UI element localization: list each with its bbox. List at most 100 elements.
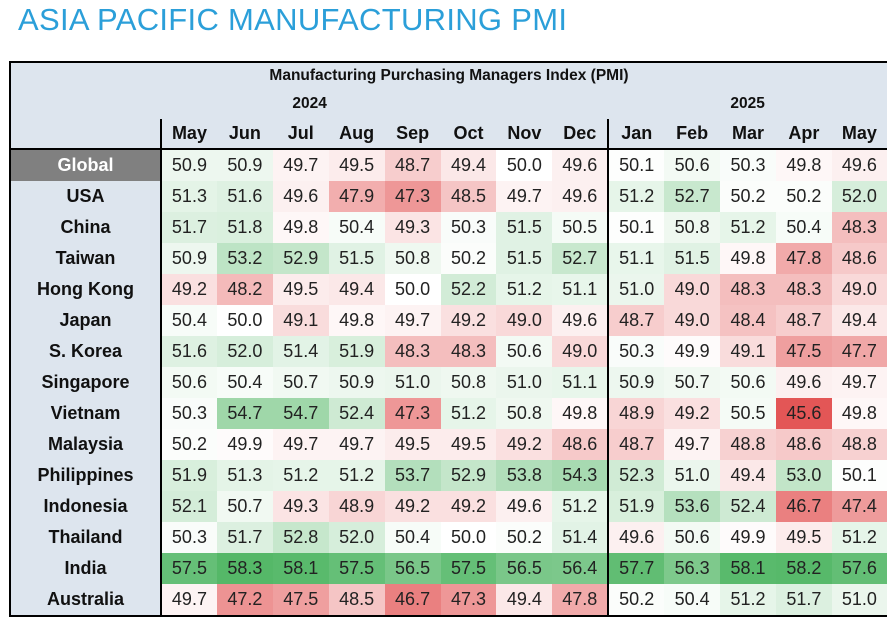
heatmap-cell: 49.6: [552, 149, 610, 181]
heatmap-cell: 49.6: [608, 522, 665, 553]
heatmap-cell: 51.0: [831, 584, 887, 616]
heatmap-cell: 49.5: [440, 429, 497, 460]
heatmap-cell: 45.6: [775, 398, 832, 429]
heatmap-cell: 49.7: [664, 429, 721, 460]
heatmap-cell: 47.8: [775, 243, 832, 274]
heatmap-cell: 50.3: [720, 149, 776, 181]
heatmap-cell: 51.2: [720, 584, 776, 616]
heatmap-cell: 51.5: [496, 243, 553, 274]
heatmap-cell: 50.2: [608, 584, 665, 616]
heatmap-cell: 48.3: [720, 274, 776, 305]
row-label: S. Korea: [10, 336, 162, 367]
heatmap-cell: 50.7: [216, 491, 273, 522]
heatmap-cell: 48.7: [608, 305, 665, 336]
month-header: Dec: [552, 119, 610, 150]
heatmap-cell: 50.2: [720, 181, 776, 212]
heatmap-cell: 50.9: [161, 243, 217, 274]
table-row: Japan 50.4 50.0 49.1 49.8 49.7 49.2 49.0 49.6 48.…: [10, 305, 887, 336]
heatmap-cell: 56.5: [384, 553, 441, 584]
heatmap-cell: 57.6: [831, 553, 887, 584]
row-label: Indonesia: [10, 491, 162, 522]
heatmap-cell: 49.6: [552, 181, 610, 212]
heatmap-cell: 50.3: [161, 522, 217, 553]
heatmap-cell: 50.6: [664, 149, 721, 181]
heatmap-cell: 49.1: [272, 305, 329, 336]
heatmap-cell: 52.1: [161, 491, 217, 522]
heatmap-cell: 53.7: [384, 460, 441, 491]
heatmap-cell: 50.1: [608, 212, 665, 243]
heatmap-cell: 52.8: [272, 522, 329, 553]
heatmap-cell: 52.7: [664, 181, 721, 212]
heatmap-cell: 49.0: [664, 274, 721, 305]
table-row: Hong Kong 49.2 48.2 49.5 49.4 50.0 52.2 51.2 51.…: [10, 274, 887, 305]
heatmap-cell: 50.6: [720, 367, 776, 398]
heatmap-cell: 49.2: [664, 398, 721, 429]
row-label: China: [10, 212, 162, 243]
heatmap-cell: 56.5: [496, 553, 553, 584]
heatmap-cell: 52.4: [328, 398, 385, 429]
year-header-2025: 2025: [608, 89, 887, 119]
heatmap-cell: 51.0: [496, 367, 553, 398]
heatmap-cell: 49.6: [831, 149, 887, 181]
heatmap-cell: 50.4: [161, 305, 217, 336]
heatmap-cell: 49.2: [161, 274, 217, 305]
heatmap-cell: 51.6: [216, 181, 273, 212]
heatmap-cell: 49.9: [720, 522, 776, 553]
heatmap-cell: 51.0: [664, 460, 721, 491]
heatmap-cell: 50.0: [216, 305, 273, 336]
heatmap-cell: 47.8: [552, 584, 610, 616]
month-header: Mar: [720, 119, 776, 150]
heatmap-cell: 50.9: [608, 367, 665, 398]
heatmap-cell: 51.2: [272, 460, 329, 491]
month-header: Jun: [216, 119, 273, 150]
heatmap-cell: 49.6: [775, 367, 832, 398]
heatmap-cell: 52.0: [216, 336, 273, 367]
heatmap-cell: 47.4: [831, 491, 887, 522]
heatmap-cell: 51.2: [328, 460, 385, 491]
heatmap-cell: 56.3: [664, 553, 721, 584]
heatmap-cell: 47.9: [328, 181, 385, 212]
pmi-heatmap-table: Manufacturing Purchasing Managers Index …: [9, 61, 887, 617]
heatmap-cell: 48.9: [328, 491, 385, 522]
heatmap-cell: 50.9: [216, 149, 273, 181]
heatmap-cell: 49.9: [216, 429, 273, 460]
heatmap-cell: 49.6: [552, 305, 610, 336]
row-label: Japan: [10, 305, 162, 336]
heatmap-cell: 50.4: [775, 212, 832, 243]
month-header: Jan: [608, 119, 665, 150]
month-header: May: [831, 119, 887, 150]
heatmap-cell: 50.9: [161, 149, 217, 181]
heatmap-cell: 51.4: [272, 336, 329, 367]
heatmap-cell: 53.8: [496, 460, 553, 491]
heatmap-cell: 51.1: [552, 274, 610, 305]
heatmap-cell: 50.2: [496, 522, 553, 553]
table-row: Global 50.9 50.9 49.7 49.5 48.7 49.4 50.0 49.6 50…: [10, 149, 887, 181]
heatmap-cell: 49.3: [272, 491, 329, 522]
heatmap-cell: 51.5: [664, 243, 721, 274]
table-row: Thailand 50.3 51.7 52.8 52.0 50.4 50.0 50.2 51.4…: [10, 522, 887, 553]
heatmap-cell: 53.0: [775, 460, 832, 491]
heatmap-cell: 47.7: [831, 336, 887, 367]
heatmap-cell: 50.1: [608, 149, 665, 181]
heatmap-cell: 48.3: [775, 274, 832, 305]
table-row: Philippines 51.9 51.3 51.2 51.2 53.7 52.9 53.8 5…: [10, 460, 887, 491]
heatmap-cell: 49.9: [664, 336, 721, 367]
heatmap-cell: 48.6: [775, 429, 832, 460]
heatmap-cell: 49.7: [384, 305, 441, 336]
year-header-2024: 2024: [10, 89, 609, 119]
heatmap-cell: 49.2: [384, 491, 441, 522]
heatmap-cell: 51.2: [720, 212, 776, 243]
heatmap-cell: 47.5: [272, 584, 329, 616]
heatmap-cell: 49.2: [440, 305, 497, 336]
heatmap-cell: 50.0: [496, 149, 553, 181]
heatmap-cell: 48.7: [608, 429, 665, 460]
table-row: Australia 49.7 47.2 47.5 48.5 46.7 47.3 49.4 47.…: [10, 584, 887, 616]
heatmap-cell: 51.2: [608, 181, 665, 212]
heatmap-cell: 52.4: [720, 491, 776, 522]
heatmap-cell: 50.2: [161, 429, 217, 460]
heatmap-cell: 51.5: [328, 243, 385, 274]
heatmap-cell: 51.2: [552, 491, 610, 522]
heatmap-cell: 48.3: [440, 336, 497, 367]
row-label-header: [10, 119, 162, 150]
heatmap-cell: 49.5: [328, 149, 385, 181]
